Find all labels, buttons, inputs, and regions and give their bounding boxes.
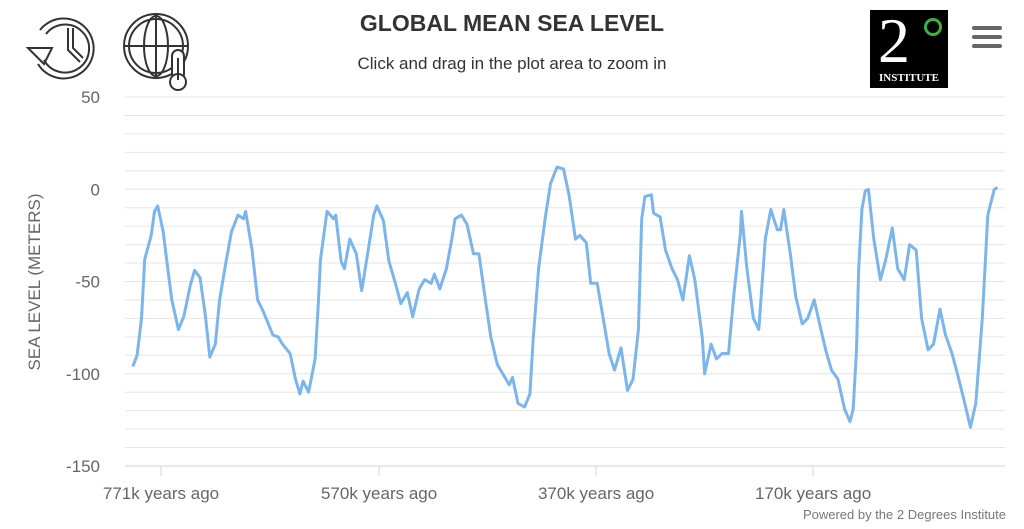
globe-thermometer-icon[interactable] xyxy=(120,8,196,92)
x-tick-label: 771k years ago xyxy=(103,484,219,503)
sea-level-series-line[interactable] xyxy=(131,165,999,429)
x-axis: 771k years ago 570k years ago 370k years a… xyxy=(103,465,1005,503)
history-icon[interactable] xyxy=(22,8,102,88)
hamburger-menu-icon[interactable] xyxy=(972,26,1002,50)
two-degrees-institute-logo: 2 INSTITUTE xyxy=(870,5,948,88)
x-tick-label: 370k years ago xyxy=(538,484,654,503)
x-tick-label: 170k years ago xyxy=(755,484,871,503)
y-tick-label: -100 xyxy=(66,365,100,384)
y-tick-label: 0 xyxy=(91,180,100,199)
logo-numeral: 2 xyxy=(878,5,910,76)
y-axis-title: SEA LEVEL (METERS) xyxy=(25,194,44,371)
grid-lines xyxy=(125,96,1005,449)
y-tick-label: -50 xyxy=(75,273,100,292)
chart-title: GLOBAL MEAN SEA LEVEL xyxy=(359,10,665,36)
logo-degree-icon xyxy=(924,18,942,36)
x-tick-label: 570k years ago xyxy=(321,484,437,503)
y-tick-label: 50 xyxy=(81,88,100,107)
chart-subtitle: Click and drag in the plot area to zoom … xyxy=(357,54,667,73)
credits-link[interactable]: Powered by the 2 Degrees Institute xyxy=(802,507,1006,522)
y-axis-labels: 50 0 -50 -100 -150 xyxy=(66,88,100,476)
logo-text: INSTITUTE xyxy=(879,72,939,84)
y-tick-label: -150 xyxy=(66,457,100,476)
